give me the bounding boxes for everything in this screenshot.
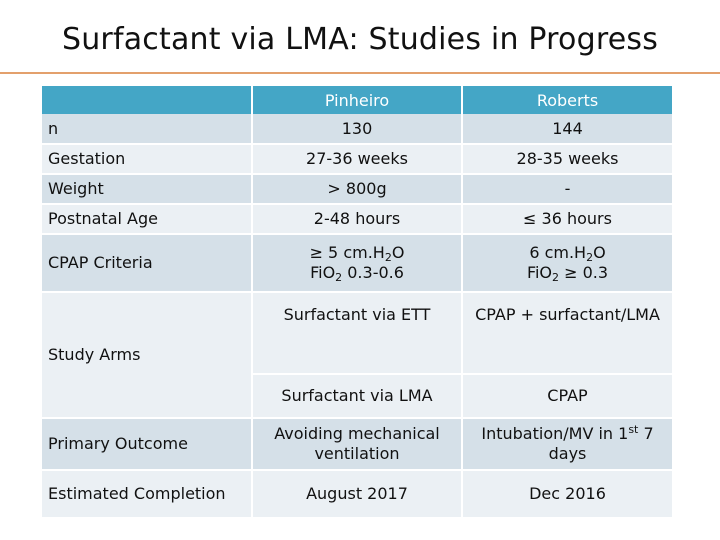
cell-arm1-roberts: CPAP + surfactant/LMA [462, 292, 672, 375]
table-row-cpap-criteria: CPAP Criteria ≥ 5 cm.H2O FiO2 0.3-0.6 6 … [42, 234, 672, 293]
header-roberts: Roberts [462, 86, 672, 114]
cell-postnatal-age-roberts: ≤ 36 hours [462, 204, 672, 235]
studies-table: Pinheiro Roberts n 130 144 Gestation 27-… [42, 86, 672, 519]
cell-arm2-roberts: CPAP [462, 374, 672, 419]
row-label-estimated-completion: Estimated Completion [42, 470, 253, 519]
row-label-cpap-criteria: CPAP Criteria [42, 234, 253, 293]
title-divider [0, 72, 720, 74]
cpap-roberts-line2: FiO2 ≥ 0.3 [526, 263, 609, 284]
row-label-n: n [42, 114, 253, 145]
cell-arm1-pinheiro: Surfactant via ETT [252, 292, 463, 375]
cell-n-pinheiro: 130 [252, 114, 463, 145]
table-row-postnatal-age: Postnatal Age 2-48 hours ≤ 36 hours [42, 204, 672, 235]
cpap-roberts-line1: 6 cm.H2O [529, 243, 606, 264]
cpap-pinheiro-line1: ≥ 5 cm.H2O [309, 243, 405, 264]
cell-n-roberts: 144 [462, 114, 672, 145]
cell-outcome-roberts: Intubation/MV in 1st 7 days [462, 418, 672, 471]
table-row-estimated-completion: Estimated Completion August 2017 Dec 201… [42, 470, 672, 519]
cell-cpap-roberts: 6 cm.H2O FiO2 ≥ 0.3 [462, 234, 672, 293]
table-row-gestation: Gestation 27-36 weeks 28-35 weeks [42, 144, 672, 175]
cell-cpap-pinheiro: ≥ 5 cm.H2O FiO2 0.3-0.6 [252, 234, 463, 293]
cell-completion-roberts: Dec 2016 [462, 470, 672, 519]
row-label-gestation: Gestation [42, 144, 253, 175]
cell-outcome-pinheiro: Avoiding mechanical ventilation [252, 418, 463, 471]
cell-gestation-pinheiro: 27-36 weeks [252, 144, 463, 175]
cell-weight-roberts: - [462, 174, 672, 205]
table-row-primary-outcome: Primary Outcome Avoiding mechanical vent… [42, 418, 672, 471]
cpap-pinheiro-line2: FiO2 0.3-0.6 [310, 263, 404, 284]
table-header-row: Pinheiro Roberts [42, 86, 672, 114]
header-blank [42, 86, 253, 114]
table-row-n: n 130 144 [42, 114, 672, 145]
row-label-primary-outcome: Primary Outcome [42, 418, 253, 471]
cell-gestation-roberts: 28-35 weeks [462, 144, 672, 175]
cell-completion-pinheiro: August 2017 [252, 470, 463, 519]
header-pinheiro: Pinheiro [252, 86, 463, 114]
row-label-weight: Weight [42, 174, 253, 205]
cell-weight-pinheiro: > 800g [252, 174, 463, 205]
table-row-weight: Weight > 800g - [42, 174, 672, 205]
cell-postnatal-age-pinheiro: 2-48 hours [252, 204, 463, 235]
row-label-study-arms: Study Arms [42, 292, 253, 419]
row-label-postnatal-age: Postnatal Age [42, 204, 253, 235]
cell-arm2-pinheiro: Surfactant via LMA [252, 374, 463, 419]
table-row-study-arms-2: Surfactant via LMA CPAP [42, 374, 672, 419]
table-row-study-arms: Study Arms Surfactant via ETT CPAP + sur… [42, 292, 672, 419]
slide-title: Surfactant via LMA: Studies in Progress [61, 22, 659, 57]
